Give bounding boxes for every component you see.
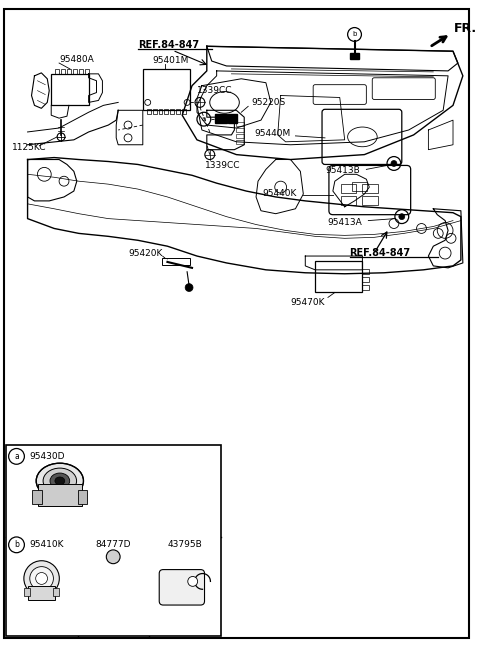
Text: b: b xyxy=(352,32,357,38)
Bar xyxy=(236,122,244,126)
Bar xyxy=(362,277,369,281)
Text: 95410K: 95410K xyxy=(29,540,64,549)
Bar xyxy=(176,109,180,115)
Bar xyxy=(341,184,357,193)
Bar xyxy=(143,69,190,110)
Bar xyxy=(182,109,186,115)
Text: 95430D: 95430D xyxy=(29,452,65,461)
Bar xyxy=(351,182,367,191)
Circle shape xyxy=(106,550,120,564)
Bar xyxy=(170,109,174,115)
Bar xyxy=(362,285,369,289)
Text: 95470K: 95470K xyxy=(290,298,325,307)
Bar xyxy=(38,484,82,505)
Text: b: b xyxy=(14,540,19,549)
Bar xyxy=(341,196,357,205)
Bar xyxy=(153,109,156,115)
Text: REF.84-847: REF.84-847 xyxy=(349,248,411,258)
Bar xyxy=(55,69,59,74)
Circle shape xyxy=(36,573,48,584)
Text: 1339CC: 1339CC xyxy=(197,86,232,95)
Text: 84777D: 84777D xyxy=(96,540,131,549)
FancyBboxPatch shape xyxy=(159,569,204,605)
Text: 95413A: 95413A xyxy=(327,218,362,227)
Text: 95401M: 95401M xyxy=(153,56,189,65)
Text: 1339CC: 1339CC xyxy=(205,161,240,170)
Bar xyxy=(236,134,244,138)
Bar xyxy=(215,115,227,123)
Bar xyxy=(84,69,89,74)
Bar xyxy=(24,588,30,596)
Bar xyxy=(6,444,221,636)
Text: 95440K: 95440K xyxy=(262,190,296,199)
Bar xyxy=(67,69,71,74)
Bar xyxy=(236,128,244,132)
Bar xyxy=(362,269,369,274)
Circle shape xyxy=(188,576,198,586)
Bar xyxy=(73,69,77,74)
Text: 43795B: 43795B xyxy=(168,540,202,549)
Bar xyxy=(228,115,237,123)
Text: 95220S: 95220S xyxy=(251,98,286,107)
Bar xyxy=(165,109,168,115)
Bar xyxy=(236,140,244,144)
Text: a: a xyxy=(14,452,19,461)
Text: 95413B: 95413B xyxy=(325,166,360,175)
Circle shape xyxy=(30,567,53,590)
Bar xyxy=(158,109,163,115)
Bar xyxy=(349,53,360,59)
Bar xyxy=(53,588,60,596)
Circle shape xyxy=(24,561,60,596)
Ellipse shape xyxy=(43,468,77,494)
Bar xyxy=(32,490,42,503)
Ellipse shape xyxy=(50,473,70,488)
Text: REF.84-847: REF.84-847 xyxy=(138,40,199,50)
Bar xyxy=(78,490,87,503)
Bar xyxy=(147,109,151,115)
Text: FR.: FR. xyxy=(454,22,477,35)
Bar xyxy=(61,69,65,74)
Ellipse shape xyxy=(36,463,84,499)
Text: 95440M: 95440M xyxy=(254,129,290,138)
Bar xyxy=(79,69,83,74)
Ellipse shape xyxy=(55,477,65,485)
Bar xyxy=(28,586,55,600)
Text: 1125KC: 1125KC xyxy=(12,143,46,152)
Bar xyxy=(51,74,89,105)
Bar xyxy=(315,261,362,292)
Bar xyxy=(163,258,190,265)
Circle shape xyxy=(185,283,193,292)
Bar xyxy=(362,196,378,205)
Bar xyxy=(362,184,378,193)
Text: 95420K: 95420K xyxy=(128,248,162,258)
Circle shape xyxy=(399,214,405,219)
Text: 95480A: 95480A xyxy=(59,54,94,63)
Text: a: a xyxy=(202,116,206,122)
Circle shape xyxy=(391,160,397,166)
